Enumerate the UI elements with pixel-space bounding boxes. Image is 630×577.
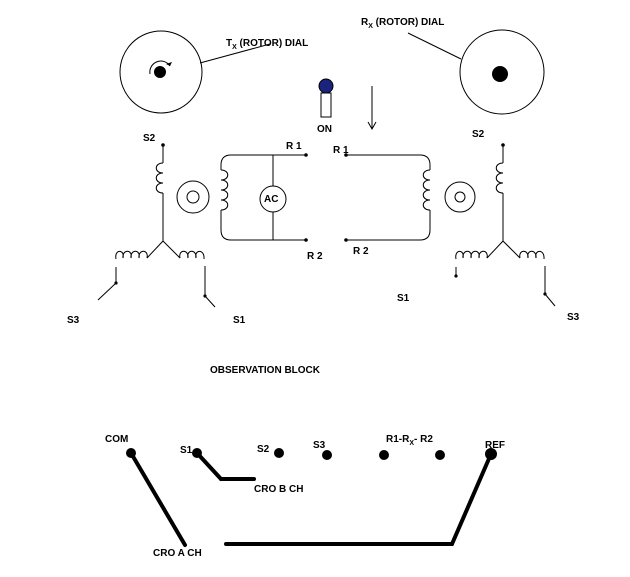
r1-left-label: R 1 bbox=[286, 141, 302, 152]
on-switch[interactable] bbox=[318, 78, 334, 118]
s2-terminal-label: S2 bbox=[257, 444, 270, 455]
cro-a-lead bbox=[129, 451, 493, 547]
rx-rotor-dial bbox=[407, 29, 545, 115]
tx-rotor-winding bbox=[220, 153, 308, 242]
ac-source bbox=[259, 185, 287, 213]
observation-block-title: OBSERVATION BLOCK bbox=[210, 365, 321, 376]
ac-source-label: AC bbox=[264, 194, 278, 205]
down-arrow-icon bbox=[367, 86, 377, 131]
r1-right-label: R 1 bbox=[333, 145, 349, 156]
s3-terminal[interactable] bbox=[322, 450, 332, 460]
rx-rotor-winding bbox=[344, 153, 431, 242]
r2-right-label: R 2 bbox=[353, 246, 369, 257]
cro-a-channel-label: CRO A CH bbox=[153, 548, 202, 559]
rx-s3-label: S3 bbox=[567, 312, 580, 323]
r1-rx-r2-terminal-label: R1-RX- R2 bbox=[386, 434, 433, 447]
cro-b-channel-label: CRO B CH bbox=[254, 484, 303, 495]
tx-s3-label: S3 bbox=[67, 315, 80, 326]
tx-rotor-dial bbox=[119, 30, 271, 114]
rx-dial-label: RX (ROTOR) DIAL bbox=[361, 17, 444, 30]
ref-terminal-label: REF bbox=[485, 440, 505, 451]
r2-left-label: R 2 bbox=[307, 251, 323, 262]
tx-stator bbox=[97, 143, 216, 308]
tx-s2-label: S2 bbox=[143, 133, 156, 144]
tx-dial-label: TX (ROTOR) DIAL bbox=[226, 38, 308, 51]
rx-s1-label: S1 bbox=[397, 293, 410, 304]
switch-label: ON bbox=[317, 124, 332, 135]
s3-terminal-label: S3 bbox=[313, 440, 326, 451]
switch-knob bbox=[318, 78, 334, 94]
cro-b-lead bbox=[195, 451, 256, 481]
rx-stator bbox=[454, 143, 556, 307]
tx-s1-label: S1 bbox=[233, 315, 246, 326]
r1-terminal[interactable] bbox=[379, 450, 389, 460]
s2-terminal[interactable] bbox=[274, 448, 284, 458]
com-terminal-label: COM bbox=[105, 434, 128, 445]
r2-terminal[interactable] bbox=[435, 450, 445, 460]
rx-rotor-core bbox=[444, 181, 476, 213]
tx-rotor-core bbox=[176, 180, 210, 214]
rx-s2-label: S2 bbox=[472, 129, 485, 140]
s1-terminal-label: S1 bbox=[180, 445, 193, 456]
